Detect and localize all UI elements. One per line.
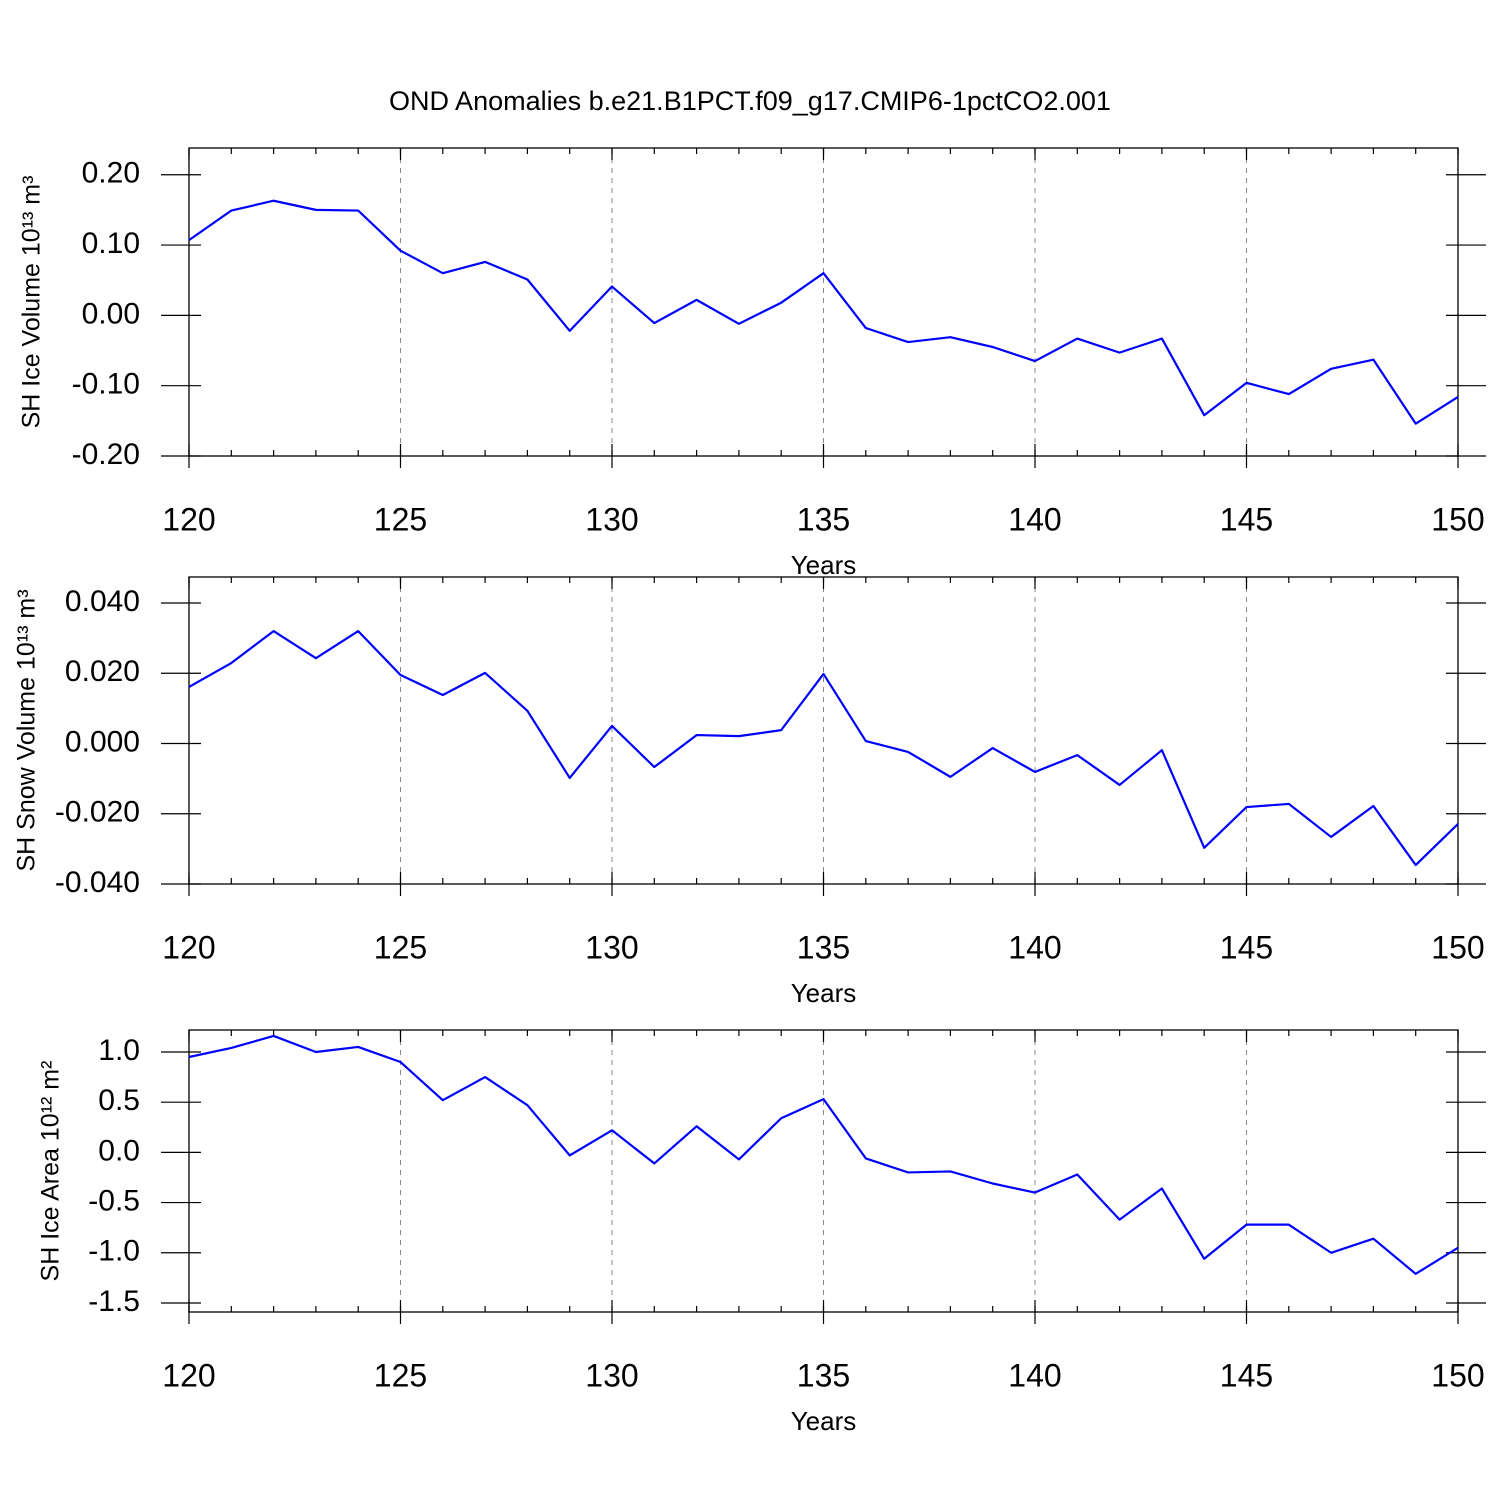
x-axis-label: Years xyxy=(791,1406,857,1436)
x-tick-label: 125 xyxy=(374,501,427,537)
x-tick-label: 130 xyxy=(585,929,638,965)
x-tick-label: 120 xyxy=(162,501,215,537)
y-axis-label: SH Snow Volume 10¹³ m³ xyxy=(13,589,41,871)
y-tick-label: 0.020 xyxy=(65,655,140,688)
x-tick-label: 135 xyxy=(797,501,850,537)
x-tick-label: 120 xyxy=(162,929,215,965)
y-tick-label: -0.020 xyxy=(55,796,140,829)
chart-title: OND Anomalies b.e21.B1PCT.f09_g17.CMIP6-… xyxy=(389,86,1111,116)
x-tick-label: 150 xyxy=(1431,501,1484,537)
x-tick-label: 135 xyxy=(797,929,850,965)
x-tick-label: 145 xyxy=(1220,501,1273,537)
y-axis-label: SH Ice Area 10¹² m² xyxy=(37,1061,65,1282)
x-axis-label: Years xyxy=(791,550,857,580)
x-tick-label: 125 xyxy=(374,929,427,965)
x-tick-label: 140 xyxy=(1008,501,1061,537)
x-tick-label: 130 xyxy=(585,1357,638,1393)
x-tick-label: 145 xyxy=(1220,1357,1273,1393)
x-tick-label: 120 xyxy=(162,1357,215,1393)
x-tick-label: 130 xyxy=(585,501,638,537)
y-tick-label: 1.0 xyxy=(98,1034,140,1067)
y-tick-label: 0.00 xyxy=(82,297,140,330)
y-tick-label: -0.10 xyxy=(72,368,140,401)
y-tick-label: -0.040 xyxy=(55,866,140,899)
x-tick-label: 140 xyxy=(1008,929,1061,965)
y-tick-label: 0.10 xyxy=(82,227,140,260)
x-axis-label: Years xyxy=(791,978,857,1008)
y-tick-label: -1.5 xyxy=(88,1285,140,1318)
x-tick-label: 135 xyxy=(797,1357,850,1393)
y-tick-label: -0.5 xyxy=(88,1184,140,1217)
y-tick-label: 0.5 xyxy=(98,1084,140,1117)
x-tick-label: 145 xyxy=(1220,929,1273,965)
y-tick-label: -1.0 xyxy=(88,1235,140,1268)
x-tick-label: 150 xyxy=(1431,929,1484,965)
y-tick-label: 0.040 xyxy=(65,585,140,618)
x-tick-label: 140 xyxy=(1008,1357,1061,1393)
y-tick-label: 0.0 xyxy=(98,1134,140,1167)
y-tick-label: 0.000 xyxy=(65,725,140,758)
data-line xyxy=(188,629,1459,867)
y-tick-label: 0.20 xyxy=(82,157,140,190)
y-axis-label: SH Ice Volume 10¹³ m³ xyxy=(18,176,46,429)
y-tick-label: -0.20 xyxy=(72,438,140,471)
data-line xyxy=(188,1034,1459,1275)
data-line xyxy=(188,199,1459,425)
x-tick-label: 125 xyxy=(374,1357,427,1393)
x-tick-label: 150 xyxy=(1431,1357,1484,1393)
